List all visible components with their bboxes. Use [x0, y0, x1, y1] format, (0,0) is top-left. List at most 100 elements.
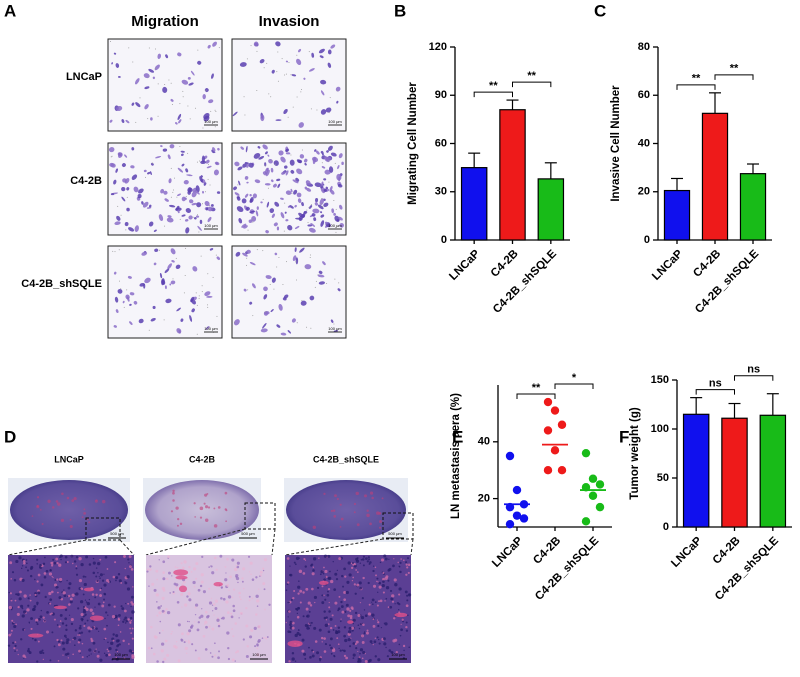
cell — [135, 102, 141, 108]
zoom-connector — [410, 538, 414, 556]
nucleus — [254, 645, 257, 648]
cell — [187, 76, 191, 80]
column-header: Migration — [131, 13, 199, 30]
nucleus — [316, 651, 320, 655]
pore — [252, 219, 254, 221]
cell — [207, 44, 211, 49]
nucleus — [60, 558, 62, 561]
vessel — [340, 517, 344, 521]
cell — [241, 198, 247, 204]
nucleus — [166, 610, 171, 615]
nucleus — [372, 624, 376, 628]
scale-bar-label: 100 μm — [204, 326, 218, 331]
nucleus — [40, 583, 44, 587]
nucleus — [115, 634, 119, 638]
nucleus — [379, 599, 383, 603]
nucleus — [235, 564, 238, 567]
nucleus — [187, 640, 191, 644]
vessel — [41, 522, 44, 525]
cell — [162, 86, 168, 93]
cell — [169, 283, 172, 286]
nucleus — [112, 575, 116, 579]
nucleus — [155, 593, 159, 597]
cell — [199, 219, 203, 224]
nucleus — [30, 617, 33, 621]
nucleus — [18, 597, 22, 601]
nucleus — [345, 603, 349, 607]
nucleus — [337, 609, 340, 612]
pore — [123, 306, 125, 308]
cell — [209, 248, 214, 251]
nucleus — [374, 655, 377, 658]
cell — [160, 145, 163, 148]
nucleus — [328, 576, 332, 580]
nucleus — [349, 645, 352, 648]
y-tick-label: 0 — [441, 234, 447, 246]
cell — [314, 149, 317, 152]
cell — [191, 202, 197, 206]
pore — [205, 90, 207, 92]
nucleus — [343, 598, 347, 602]
cell — [283, 108, 288, 115]
cell — [253, 153, 261, 159]
nucleus — [364, 614, 368, 618]
error-bar — [747, 163, 759, 174]
nucleus — [256, 643, 259, 646]
nucleus — [319, 573, 322, 576]
nucleus — [226, 611, 230, 614]
cell — [291, 74, 297, 77]
nucleus — [149, 568, 152, 571]
nucleus — [294, 563, 297, 566]
vessel — [55, 500, 59, 503]
cell — [204, 291, 211, 297]
nucleus — [394, 638, 398, 642]
nucleus — [374, 566, 377, 569]
nucleus — [161, 609, 165, 613]
cell — [267, 154, 270, 157]
nucleus — [355, 569, 358, 571]
nucleus — [362, 650, 366, 655]
nucleus — [146, 568, 150, 571]
nucleus — [405, 604, 409, 608]
cell — [206, 165, 212, 169]
cell — [318, 48, 325, 54]
nucleus — [194, 649, 197, 652]
nucleus — [379, 561, 382, 564]
cell — [311, 52, 315, 58]
nucleus — [204, 648, 208, 651]
nucleus — [131, 610, 135, 614]
nucleus — [34, 638, 37, 642]
pore — [301, 149, 303, 151]
nucleus — [123, 657, 126, 659]
cell — [211, 73, 214, 79]
nucleus — [53, 583, 58, 587]
pore — [288, 62, 290, 64]
nucleus — [75, 555, 79, 559]
nucleus — [75, 573, 79, 576]
cell — [271, 69, 275, 74]
significance-label: ** — [532, 382, 541, 394]
nucleus — [266, 636, 269, 638]
significance-bracket — [676, 84, 716, 90]
nucleus — [347, 632, 351, 636]
nucleus — [21, 578, 25, 582]
vessel — [83, 511, 86, 515]
nucleus — [78, 634, 81, 636]
cell — [309, 295, 315, 301]
nucleus — [124, 616, 128, 620]
nucleus — [377, 621, 380, 624]
nucleus — [36, 563, 38, 565]
nucleus — [327, 587, 331, 591]
nucleus — [387, 579, 390, 582]
cell — [149, 171, 152, 176]
vessel — [366, 509, 369, 512]
pore — [233, 321, 235, 323]
cell — [291, 318, 296, 323]
pore — [287, 116, 289, 118]
cell — [122, 300, 125, 304]
y-tick-label: 60 — [435, 137, 447, 149]
pore — [207, 273, 209, 275]
pore — [189, 118, 191, 120]
nucleus — [263, 588, 266, 591]
cell — [299, 154, 305, 159]
